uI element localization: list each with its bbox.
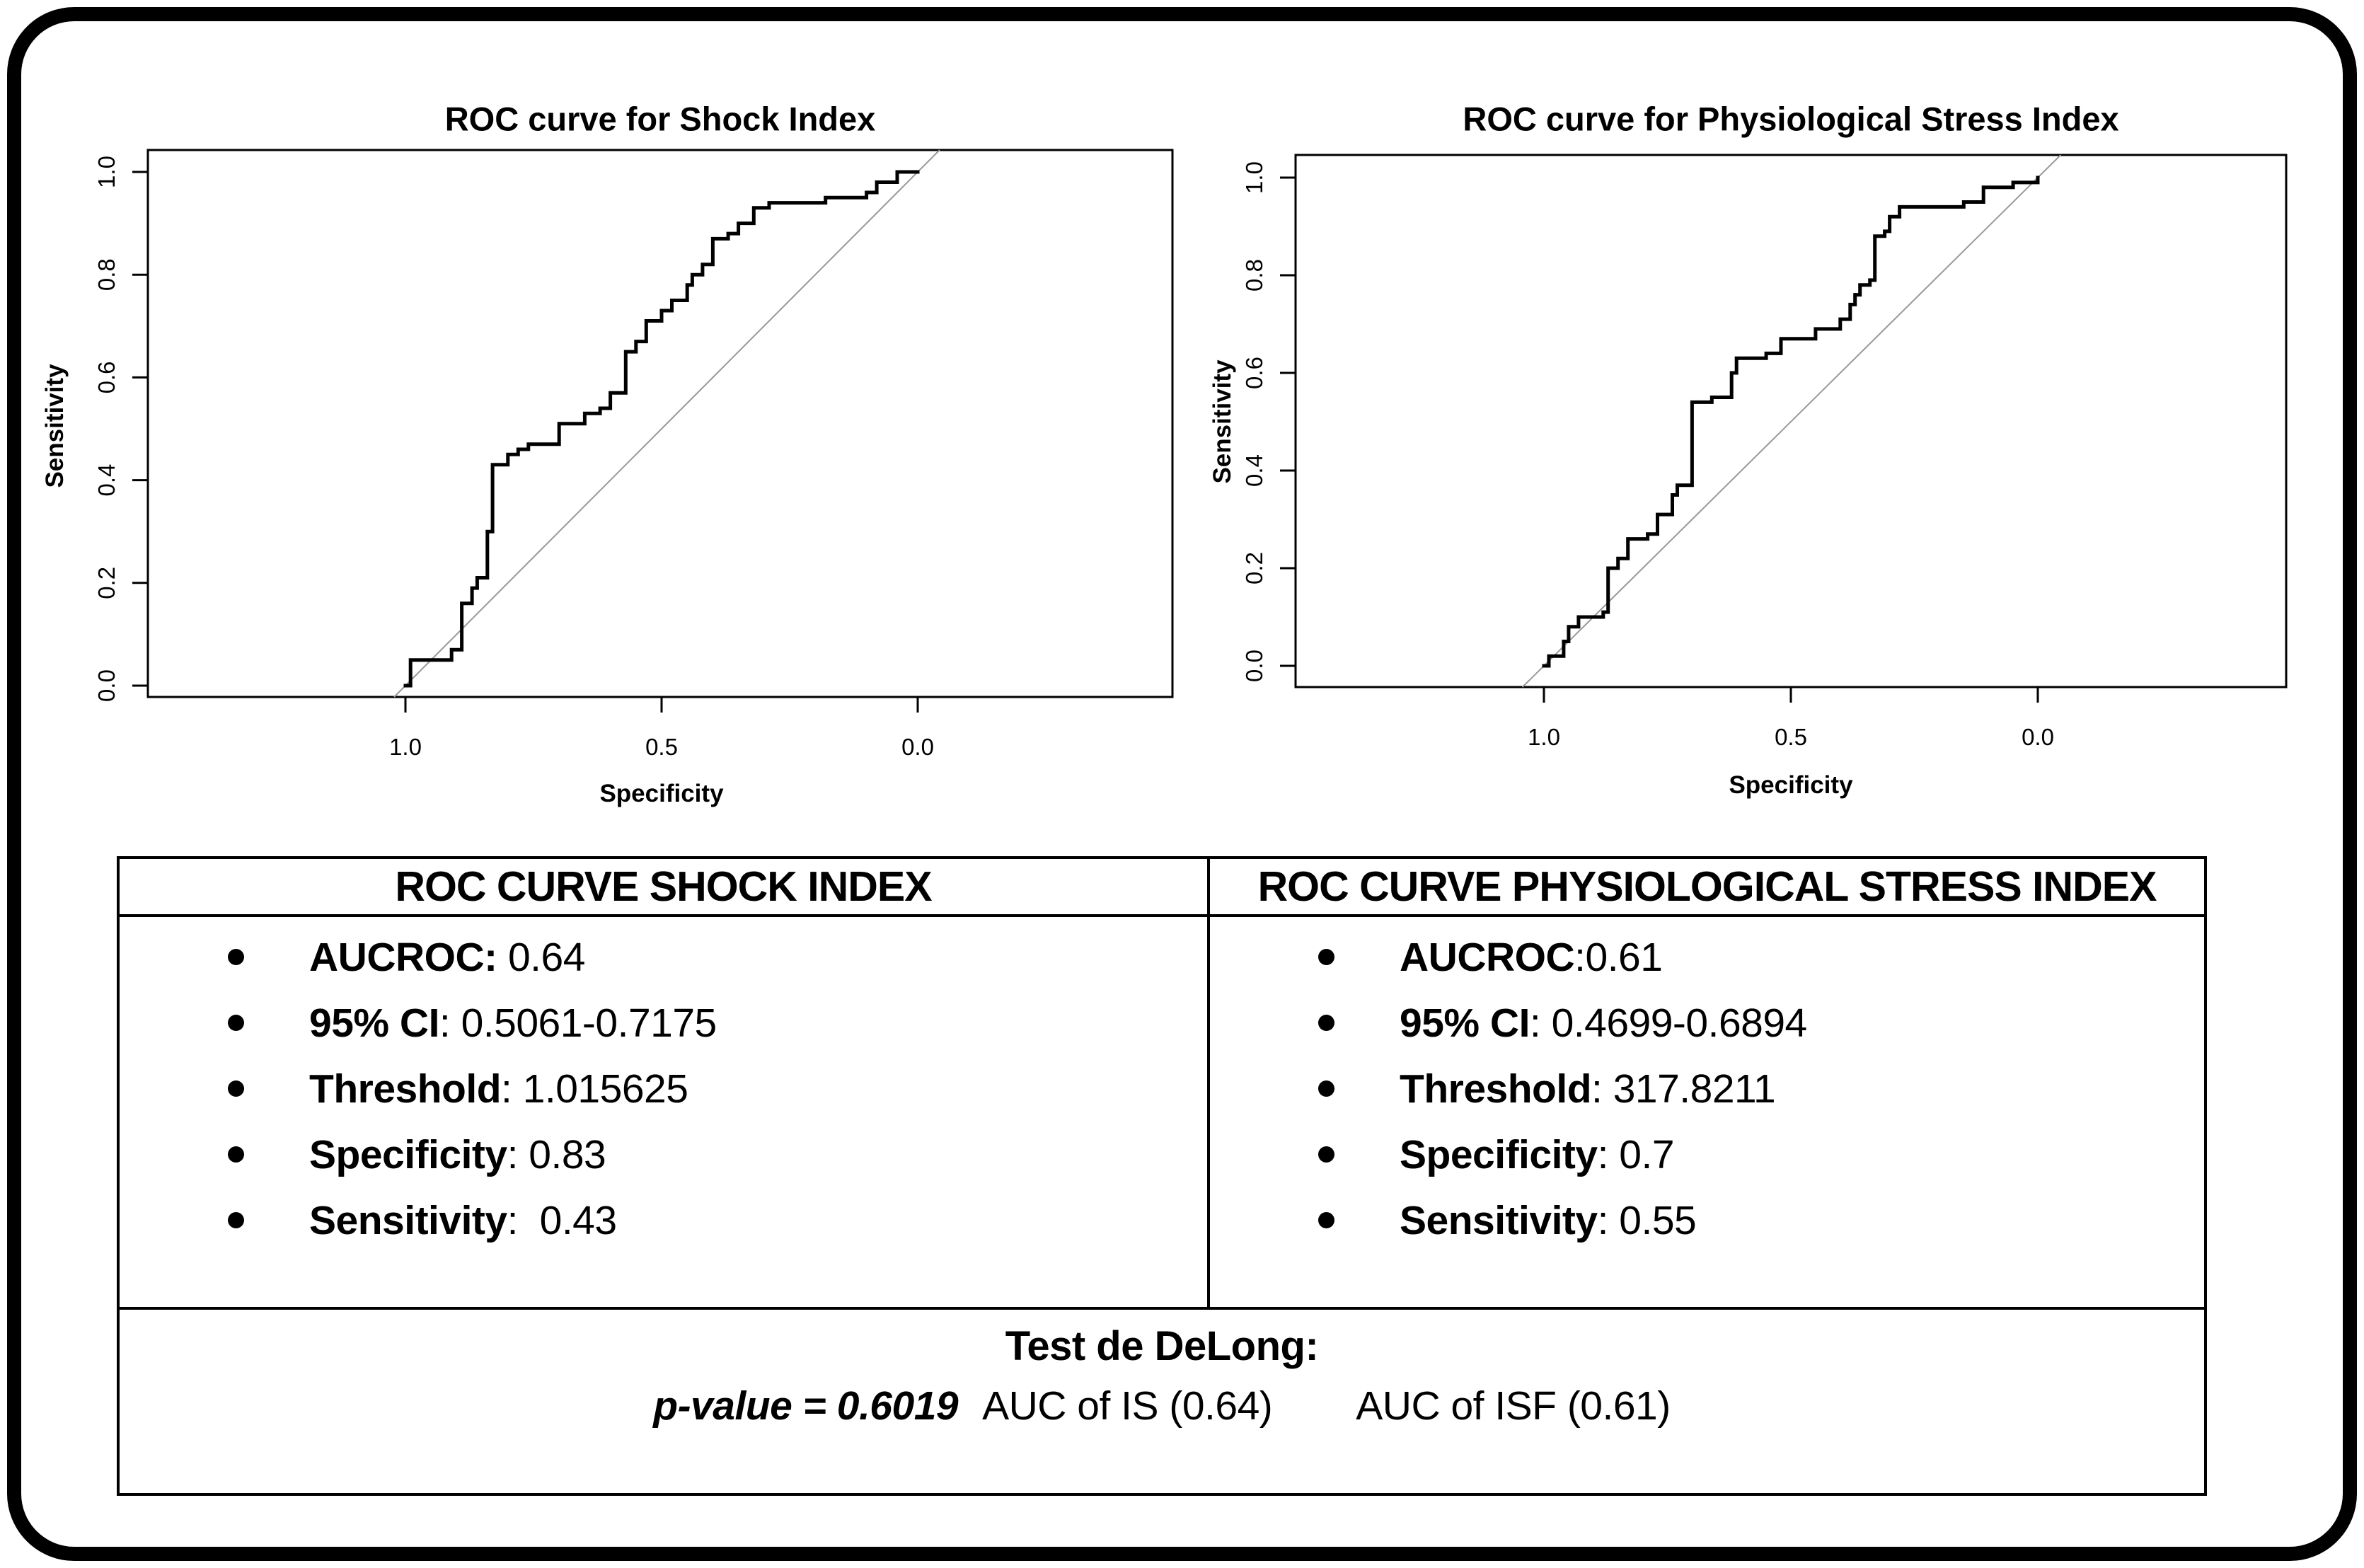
y-tick-label: 0.2 bbox=[1241, 552, 1267, 584]
diagonal-reference-line bbox=[393, 149, 940, 698]
auc-isf-text: AUC of ISF (0.61) bbox=[1356, 1383, 1671, 1429]
bullet-icon bbox=[228, 1015, 244, 1031]
x-axis-label-specificity: Specificity bbox=[1729, 771, 1853, 799]
metric-sensitivity: Sensitivity: 0.43 bbox=[120, 1187, 1207, 1253]
chart-title-psi: ROC curve for Physiological Stress Index bbox=[1463, 100, 2119, 138]
x-tick-label: 1.0 bbox=[1528, 724, 1560, 750]
y-tick-label: 0.2 bbox=[93, 567, 120, 599]
y-tick-label: 1.0 bbox=[1241, 161, 1267, 194]
bullet-icon bbox=[1318, 1146, 1334, 1163]
bullet-icon bbox=[228, 1212, 244, 1228]
bullet-icon bbox=[228, 1080, 244, 1097]
y-tick-label: 0.6 bbox=[93, 361, 120, 393]
roc-curve bbox=[1542, 175, 2040, 668]
y-tick-label: 0.8 bbox=[1241, 259, 1267, 292]
auc-is-text: AUC of IS (0.64) bbox=[982, 1383, 1273, 1429]
y-tick-label: 0.6 bbox=[1241, 357, 1267, 389]
x-tick-label: 0.5 bbox=[645, 734, 678, 760]
bullet-icon bbox=[1318, 1080, 1334, 1097]
diagonal-reference-line bbox=[1521, 154, 2062, 688]
y-tick-label: 1.0 bbox=[93, 156, 120, 188]
roc-plot-shock-index: 1.0 0.5 0.0 0.0 0.2 0.4 0.6 0.8 1.0 bbox=[93, 149, 1174, 760]
delong-test-title: Test de DeLong: bbox=[1005, 1323, 1319, 1369]
roc-curve bbox=[403, 170, 920, 688]
bullet-icon bbox=[228, 1146, 244, 1163]
bullet-icon bbox=[1318, 1212, 1334, 1228]
results-table: ROC CURVE SHOCK INDEX ROC CURVE PHYSIOLO… bbox=[117, 856, 2207, 1496]
x-tick-label: 0.0 bbox=[901, 734, 934, 760]
x-tick-label: 0.0 bbox=[2022, 724, 2054, 750]
x-tick-label: 1.0 bbox=[389, 734, 422, 760]
bullet-icon bbox=[228, 949, 244, 965]
plot-box bbox=[146, 149, 1174, 698]
metric-specificity: Specificity: 0.83 bbox=[120, 1122, 1207, 1187]
y-axis-label-sensitivity: Sensitivity bbox=[1209, 359, 1236, 484]
metric-sensitivity: Sensitivity: 0.55 bbox=[1210, 1187, 2204, 1253]
p-value-text: p-value = 0.6019 bbox=[653, 1383, 959, 1429]
y-tick-label: 0.4 bbox=[1241, 454, 1267, 487]
delong-test-row: Test de DeLong: p-value = 0.6019 AUC of … bbox=[120, 1307, 2204, 1493]
bullet-icon bbox=[1318, 949, 1334, 965]
metric-threshold: Threshold: 317.8211 bbox=[1210, 1056, 2204, 1122]
x-tick-label: 0.5 bbox=[1775, 724, 1807, 750]
table-header-shock-index: ROC CURVE SHOCK INDEX bbox=[120, 859, 1210, 917]
x-axis-label-specificity: Specificity bbox=[599, 780, 724, 807]
metric-aucroc: AUCROC:0.61 bbox=[1210, 924, 2204, 990]
metric-ci: 95% CI: 0.5061-0.7175 bbox=[120, 990, 1207, 1056]
metrics-shock-index: AUCROC: 0.64 95% CI: 0.5061-0.7175 Thres… bbox=[120, 917, 1210, 1307]
y-axis-label-sensitivity: Sensitivity bbox=[41, 364, 69, 488]
table-header-psi: ROC CURVE PHYSIOLOGICAL STRESS INDEX bbox=[1210, 859, 2204, 917]
metric-aucroc: AUCROC: 0.64 bbox=[120, 924, 1207, 990]
metrics-psi: AUCROC:0.61 95% CI: 0.4699-0.6894 Thresh… bbox=[1210, 917, 2204, 1307]
metric-ci: 95% CI: 0.4699-0.6894 bbox=[1210, 990, 2204, 1056]
metric-threshold: Threshold: 1.015625 bbox=[120, 1056, 1207, 1122]
roc-chart-shock-index: 1.0 0.5 0.0 0.0 0.2 0.4 0.6 0.8 1.0 ROC curve fo… bbox=[35, 78, 1182, 863]
chart-title-shock-index: ROC curve for Shock Index bbox=[444, 100, 876, 138]
delong-test-values: p-value = 0.6019 AUC of IS (0.64) AUC of… bbox=[120, 1383, 2204, 1429]
bullet-icon bbox=[1318, 1015, 1334, 1031]
roc-chart-psi: 1.0 0.5 0.0 0.0 0.2 0.4 0.6 0.8 1.0 ROC curve fo… bbox=[1196, 78, 2342, 863]
roc-plot-psi: 1.0 0.5 0.0 0.0 0.2 0.4 0.6 0.8 1.0 bbox=[1241, 154, 2288, 750]
y-tick-label: 0.8 bbox=[93, 258, 120, 291]
y-tick-label: 0.0 bbox=[1241, 650, 1267, 682]
metric-specificity: Specificity: 0.7 bbox=[1210, 1122, 2204, 1187]
y-tick-label: 0.0 bbox=[93, 669, 120, 702]
y-tick-label: 0.4 bbox=[93, 464, 120, 497]
